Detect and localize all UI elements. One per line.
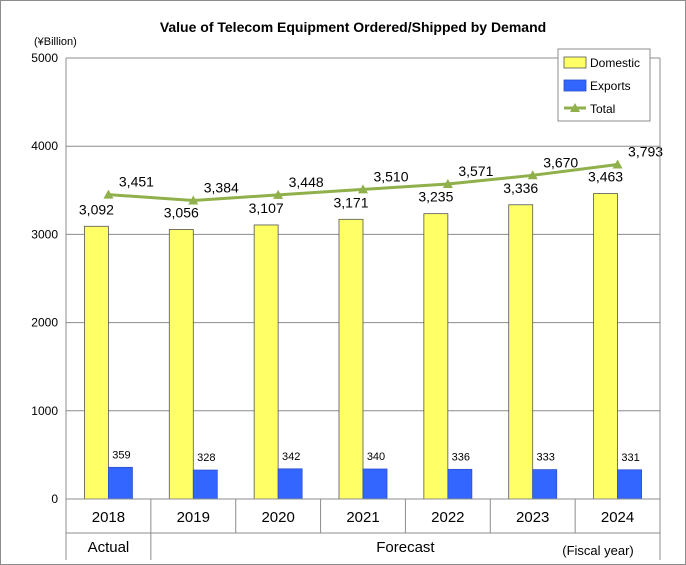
- legend: Domestic Exports Total: [557, 48, 651, 122]
- label-domestic-2018: 3,092: [79, 201, 114, 217]
- label-exports-2019: 328: [197, 452, 215, 464]
- legend-label-exports: Exports: [590, 79, 631, 93]
- axes: 0 1000 2000 3000 4000 5000 2018 2019 2020 2021 202…: [31, 51, 661, 560]
- bar-domestic-2023: [508, 204, 534, 500]
- x-tick-label-2024: 2024: [601, 509, 634, 526]
- marker-total-2018: [103, 189, 114, 199]
- label-exports-2022: 336: [452, 451, 470, 463]
- label-total-2020: 3,448: [289, 174, 324, 190]
- x-tick-label-2023: 2023: [516, 509, 549, 526]
- marker-total-2022: [442, 179, 453, 189]
- bar-domestic-2022: [423, 213, 449, 500]
- y-unit-label: (¥Billion): [34, 36, 77, 48]
- marker-total-2021: [358, 184, 368, 194]
- legend-swatch-domestic: [563, 56, 587, 69]
- y-tick-label-5000: 5000: [31, 51, 58, 65]
- bar-exports-2018: [108, 466, 133, 500]
- bar-domestic-2021: [338, 218, 364, 500]
- category-group-forecast: Forecast: [376, 539, 435, 556]
- label-domestic-2020: 3,107: [249, 200, 284, 216]
- bar-domestic-2019: [168, 229, 194, 500]
- label-total-2021: 3,510: [373, 168, 408, 184]
- x-axis-label: (Fiscal year): [562, 543, 634, 558]
- legend-label-domestic: Domestic: [590, 56, 640, 70]
- bar-exports-2020: [277, 468, 303, 500]
- bar-domestic-2024: [593, 193, 618, 500]
- y-tick-label-4000: 4000: [31, 139, 58, 153]
- x-tick-label-2021: 2021: [346, 509, 379, 526]
- label-domestic-2019: 3,056: [164, 204, 199, 220]
- marker-total-2020: [273, 189, 284, 199]
- bars: [84, 193, 642, 500]
- bar-exports-2024: [617, 469, 642, 500]
- label-total-2024: 3,793: [628, 143, 663, 159]
- bar-exports-2021: [362, 468, 388, 500]
- label-total-2023: 3,670: [543, 154, 578, 170]
- label-total-2018: 3,451: [119, 174, 154, 190]
- label-exports-2018: 359: [112, 449, 130, 461]
- bar-exports-2022: [447, 468, 473, 500]
- label-exports-2020: 342: [282, 451, 300, 463]
- label-domestic-2023: 3,336: [503, 180, 538, 196]
- category-group-actual: Actual: [88, 539, 130, 556]
- label-domestic-2021: 3,171: [333, 194, 368, 210]
- bar-exports-2019: [192, 469, 218, 500]
- label-total-2022: 3,571: [458, 163, 493, 179]
- x-tick-label-2022: 2022: [431, 509, 464, 526]
- label-exports-2023: 333: [537, 452, 555, 464]
- marker-total-2019: [188, 195, 199, 205]
- chart-title: Value of Telecom Equipment Ordered/Shipp…: [160, 19, 546, 35]
- x-tick-label-2019: 2019: [177, 509, 210, 526]
- label-exports-2024: 331: [621, 452, 639, 464]
- marker-total-2024: [612, 159, 623, 169]
- data-labels: 3,092 359 3,056 328 3,107 342 3,171 340 3,235 336…: [79, 143, 663, 464]
- label-exports-2021: 340: [367, 451, 385, 463]
- legend-label-total: Total: [590, 102, 615, 116]
- bar-exports-2023: [532, 469, 558, 500]
- bar-domestic-2018: [84, 225, 109, 500]
- label-domestic-2024: 3,463: [588, 169, 623, 185]
- legend-swatch-total-marker: [570, 103, 580, 112]
- total-line: [103, 159, 623, 205]
- bar-domestic-2020: [253, 224, 279, 500]
- y-tick-label-1000: 1000: [31, 404, 58, 418]
- y-tick-label-0: 0: [51, 492, 58, 506]
- legend-swatch-exports: [563, 79, 587, 92]
- x-tick-label-2020: 2020: [261, 509, 294, 526]
- y-tick-label-3000: 3000: [31, 227, 58, 241]
- marker-total-2023: [527, 170, 538, 180]
- x-tick-label-2018: 2018: [92, 509, 125, 526]
- label-total-2019: 3,384: [204, 180, 239, 196]
- label-domestic-2022: 3,235: [418, 189, 453, 205]
- y-tick-label-2000: 2000: [31, 316, 58, 330]
